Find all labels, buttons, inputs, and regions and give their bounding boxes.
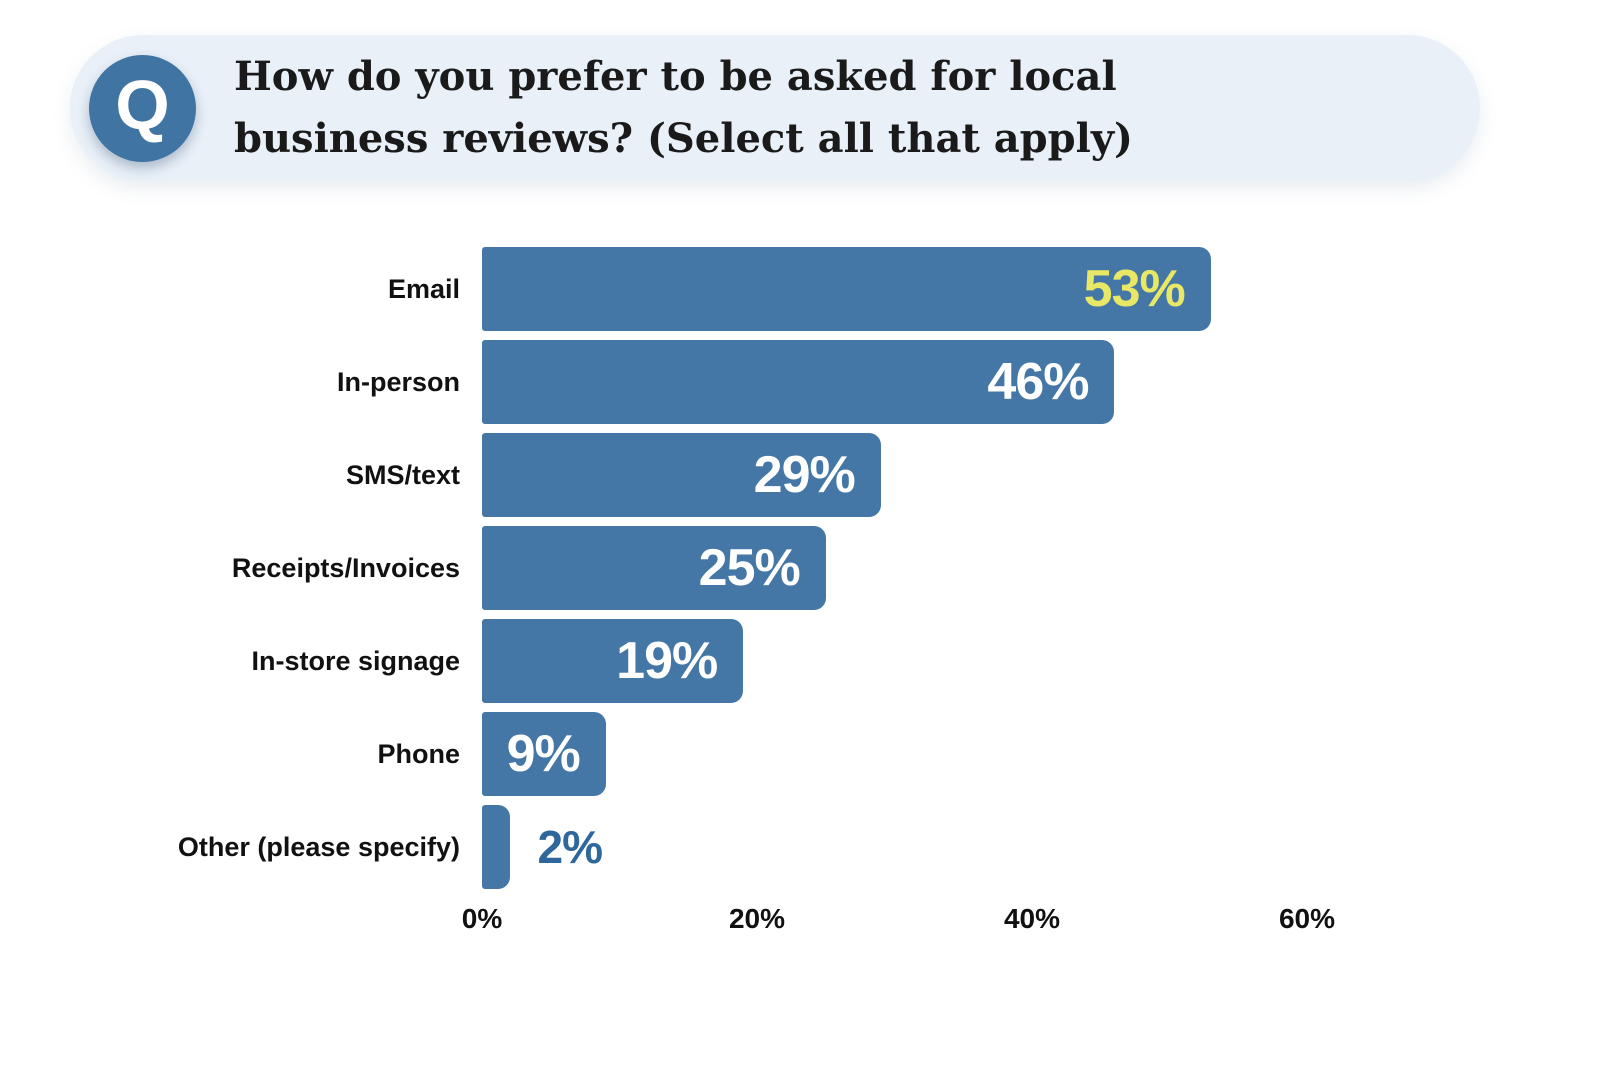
bar: 29% (482, 433, 881, 517)
category-label: In-store signage (251, 645, 460, 676)
bar-row: Receipts/Invoices 25% (0, 526, 1600, 610)
bar: 46% (482, 340, 1115, 424)
bar-track: 19% (482, 619, 1307, 703)
bar-track: 46% (482, 340, 1307, 424)
bar-track: 25% (482, 526, 1307, 610)
question-banner: Q How do you prefer to be asked for loca… (70, 35, 1480, 181)
value-label: 25% (698, 539, 801, 597)
category-label: SMS/text (345, 459, 460, 490)
bar-row: Other (please specify) 2% (0, 805, 1600, 889)
bar-track: 53% (482, 247, 1307, 331)
x-tick-label: 20% (728, 903, 786, 934)
value-label: 29% (753, 446, 856, 504)
value-label: 2% (537, 821, 603, 873)
bar-chart: Email 53% In-person 46% SMS/text 29% Receipts/… (0, 247, 1600, 945)
q-letter-icon: Q (115, 66, 170, 144)
category-label: Receipts/Invoices (231, 552, 460, 583)
x-axis: 0% 20% 40% 60% (462, 903, 1335, 945)
category-label: Email (387, 273, 460, 304)
value-label: 46% (987, 353, 1089, 411)
bar-track: 29% (482, 433, 1307, 517)
bar: 53% (482, 247, 1211, 331)
category-label: In-person (336, 366, 460, 397)
bar: 19% (482, 619, 744, 703)
bar-row: In-store signage 19% (0, 619, 1600, 703)
value-label: 53% (1083, 260, 1186, 318)
bar-rows: Email 53% In-person 46% SMS/text 29% Receipts/… (0, 247, 1600, 889)
category-label: Other (please specify) (177, 831, 460, 862)
x-tick-label: 40% (1003, 903, 1061, 934)
question-title-line2: business reviews? (Select all that apply… (234, 115, 1133, 162)
bar-track: 9% (482, 712, 1307, 796)
question-icon: Q (89, 54, 196, 162)
bar-row: SMS/text 29% (0, 433, 1600, 517)
category-label: Phone (377, 738, 460, 769)
bar-row: Email 53% (0, 247, 1600, 331)
x-tick-label: 0% (461, 903, 503, 934)
bar: 25% (482, 526, 826, 610)
question-title: How do you prefer to be asked for local … (234, 46, 1133, 170)
bar-track: 2% (482, 805, 1307, 889)
bar: 9% (482, 712, 606, 796)
x-tick-label: 60% (1278, 903, 1336, 934)
question-title-line1: How do you prefer to be asked for local (234, 53, 1117, 100)
bar (482, 805, 510, 889)
bar-row: Phone 9% (0, 712, 1600, 796)
bar-row: In-person 46% (0, 340, 1600, 424)
value-label: 19% (616, 632, 718, 690)
value-label: 9% (506, 725, 581, 783)
